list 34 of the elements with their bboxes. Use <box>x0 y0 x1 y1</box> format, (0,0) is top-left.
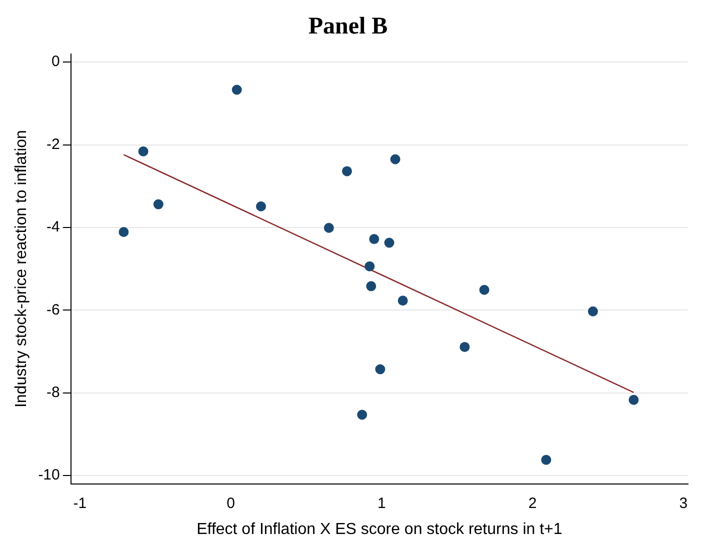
chart-title: Panel B <box>308 14 388 40</box>
x-tick-label: 2 <box>528 494 537 512</box>
x-tick-label: 0 <box>226 494 235 512</box>
point <box>460 342 470 352</box>
point <box>541 454 552 465</box>
point <box>479 284 490 295</box>
point <box>342 166 352 176</box>
point <box>369 234 380 244</box>
point <box>357 410 368 420</box>
y-tick-label: -10 <box>38 466 60 484</box>
point <box>324 222 334 233</box>
point <box>628 394 639 405</box>
y-tick-label: 0 <box>52 53 60 70</box>
point <box>138 146 148 156</box>
x-tick-label: 1 <box>378 494 386 512</box>
y-tick-label: -2 <box>46 136 60 153</box>
y-tick-label: -4 <box>46 218 60 236</box>
x-tick-label: -1 <box>73 494 87 512</box>
point <box>384 238 394 248</box>
point <box>588 306 598 316</box>
y-axis-title: Industry stock-price reaction to inflation <box>13 130 30 408</box>
point <box>390 154 400 164</box>
y-tick-label: -6 <box>46 301 60 318</box>
point <box>256 201 266 212</box>
x-axis-title: Effect of Inflation X ES score on stock returns in t+1 <box>196 520 562 538</box>
point <box>398 296 408 306</box>
point <box>366 281 376 292</box>
point <box>364 261 375 272</box>
point <box>232 84 242 95</box>
x-tick-label: 3 <box>679 494 688 512</box>
point <box>375 364 386 374</box>
point <box>118 227 129 237</box>
y-tick-label: -8 <box>46 384 60 401</box>
point <box>153 199 164 210</box>
